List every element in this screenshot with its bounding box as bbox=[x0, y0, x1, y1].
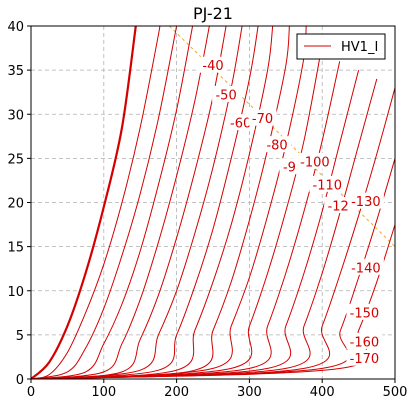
y-tick-label: 30 bbox=[7, 108, 24, 123]
y-tick-label: 35 bbox=[7, 64, 24, 79]
curve-label: -160 bbox=[350, 335, 380, 350]
plate-curve-0v bbox=[31, 26, 137, 379]
x-tick-label: 0 bbox=[27, 385, 35, 400]
x-tick-label: 300 bbox=[237, 385, 262, 400]
chart-title: PJ-21 bbox=[193, 4, 233, 23]
curve-label-bg bbox=[248, 109, 277, 126]
axis-ticks: 0 100 200 300 400 500 0 5 10 15 20 25 30 35 40 bbox=[7, 20, 407, 400]
curve-label: -100 bbox=[300, 155, 330, 170]
plate-curve-minus-80v bbox=[31, 26, 274, 379]
curve-label: -12 bbox=[328, 200, 349, 215]
curve-label: -110 bbox=[313, 178, 343, 193]
plate-curve-minus-20v bbox=[31, 26, 178, 379]
plate-curve-minus-90v bbox=[31, 26, 290, 379]
x-tick-label: 200 bbox=[164, 385, 189, 400]
curve-label: -130 bbox=[351, 195, 381, 210]
y-tick-label: 15 bbox=[7, 241, 24, 256]
curve-label-bg bbox=[226, 114, 255, 131]
curve-label: -170 bbox=[350, 352, 380, 367]
y-tick-label: 0 bbox=[16, 373, 24, 388]
curve-label: -40 bbox=[202, 59, 223, 74]
legend: HV1_I bbox=[296, 33, 386, 60]
plate-curve-minus-30v bbox=[31, 26, 194, 379]
plate-curve-minus-70v bbox=[31, 26, 259, 379]
curve-label-bg bbox=[347, 258, 384, 275]
curve-label-bg bbox=[279, 158, 300, 175]
legend-entry-hv1-i: HV1_I bbox=[341, 40, 378, 55]
plate-curve-minus-110v bbox=[31, 52, 322, 379]
plate-curve-minus-10v bbox=[31, 26, 161, 379]
curve-label-bg bbox=[346, 303, 383, 320]
plate-curve-minus-100v bbox=[31, 26, 307, 379]
curve-label: -50 bbox=[215, 88, 236, 103]
y-tick-label: 40 bbox=[7, 20, 24, 35]
curve-label-bg bbox=[309, 175, 346, 192]
plate-curve-minus-130v bbox=[31, 69, 360, 379]
x-tick-label: 400 bbox=[310, 385, 335, 400]
plate-curve-minus-140v bbox=[31, 78, 378, 379]
plate-curve-minus-40v bbox=[31, 26, 210, 379]
curve-label-bg bbox=[263, 136, 292, 153]
y-tick-label: 20 bbox=[7, 197, 24, 212]
curve-label: -140 bbox=[351, 261, 381, 276]
x-tick-label: 500 bbox=[383, 385, 408, 400]
curve-label-bg bbox=[346, 332, 383, 349]
curve-label: -9 bbox=[283, 161, 296, 176]
curve-label: -70 bbox=[252, 112, 273, 127]
curve-label-bg bbox=[346, 349, 383, 366]
plot-curves bbox=[31, 26, 395, 379]
y-tick-label: 5 bbox=[16, 329, 24, 344]
plate-curve-minus-50v bbox=[31, 26, 227, 379]
plate-curve-minus-120v bbox=[31, 61, 341, 379]
curve-label: -80 bbox=[266, 139, 287, 154]
curve-label-bg bbox=[212, 85, 241, 102]
curve-label: -150 bbox=[350, 306, 380, 321]
curve-label-bg bbox=[347, 192, 384, 209]
curve-label-bg bbox=[199, 56, 227, 73]
y-tick-label: 10 bbox=[7, 285, 24, 300]
curve-label-bg bbox=[324, 197, 353, 214]
y-tick-label: 25 bbox=[7, 152, 24, 167]
x-tick-label: 100 bbox=[91, 385, 116, 400]
curve-labels: -40 -50 -60 -70 -80 -9 -100 -110 -12 -130 -140 -150… bbox=[199, 56, 384, 367]
curve-label: -60 bbox=[230, 117, 251, 132]
curve-label-bg bbox=[296, 152, 333, 169]
